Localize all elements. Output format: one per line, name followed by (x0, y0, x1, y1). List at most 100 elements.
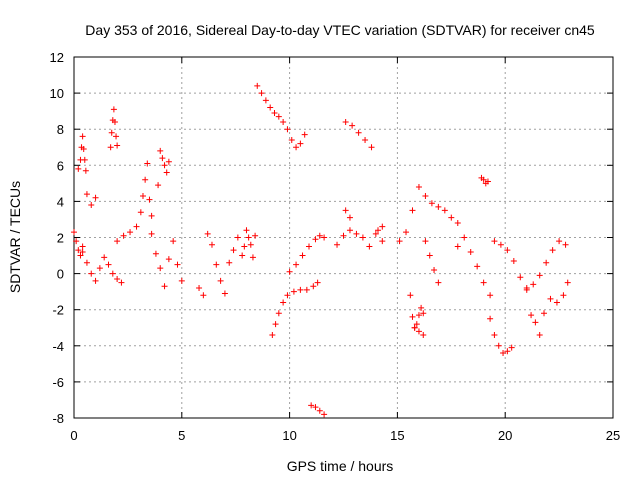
data-point (105, 261, 112, 268)
data-point (111, 118, 118, 125)
series-s20 (407, 292, 427, 331)
data-point (374, 227, 381, 234)
data-point (454, 243, 461, 250)
data-point (420, 331, 427, 338)
data-point (165, 256, 172, 263)
data-point (321, 234, 328, 241)
data-point (536, 272, 543, 279)
data-point (314, 279, 321, 286)
data-point (200, 292, 207, 299)
data-point (316, 232, 323, 239)
data-point (170, 238, 177, 245)
data-point (435, 203, 442, 210)
y-tick-label: 2 (57, 231, 64, 246)
y-tick-label: 0 (57, 267, 64, 282)
data-point (249, 254, 256, 261)
x-tick-label: 0 (70, 428, 77, 443)
series-s4 (83, 191, 99, 209)
series-s9 (155, 182, 162, 189)
y-tick-label: -4 (52, 339, 64, 354)
data-point (247, 241, 254, 248)
data-point (262, 97, 269, 104)
data-point (275, 310, 282, 317)
data-point (165, 158, 172, 165)
data-point (118, 279, 125, 286)
series-s22 (422, 238, 442, 286)
series-s25 (487, 315, 515, 357)
data-point (293, 261, 300, 268)
data-point (426, 252, 433, 259)
data-point (243, 227, 250, 234)
data-point (321, 411, 328, 418)
data-point (549, 247, 556, 254)
data-point (280, 299, 287, 306)
data-point (362, 137, 369, 144)
y-tick-label: -8 (52, 411, 64, 426)
data-point (420, 310, 427, 317)
data-point (415, 328, 422, 335)
series-s3 (79, 248, 125, 286)
data-point (418, 304, 425, 311)
x-tick-label: 20 (498, 428, 512, 443)
data-point (510, 257, 517, 264)
data-point (346, 214, 353, 221)
data-point (523, 286, 530, 293)
data-point (271, 109, 278, 116)
data-point (114, 142, 121, 149)
data-point (528, 312, 535, 319)
data-point (334, 241, 341, 248)
data-point (113, 133, 120, 140)
y-tick-label: -6 (52, 375, 64, 390)
data-point (245, 234, 252, 241)
data-point (349, 122, 356, 129)
data-point (413, 321, 420, 328)
y-tick-label: 6 (57, 158, 64, 173)
data-point (258, 90, 265, 97)
data-point (312, 404, 319, 411)
data-point (379, 223, 386, 230)
data-point (288, 137, 295, 144)
series-s15 (308, 402, 328, 418)
data-point (230, 247, 237, 254)
data-point (303, 286, 310, 293)
data-point (101, 254, 108, 261)
data-point (73, 238, 80, 245)
data-point (467, 248, 474, 255)
data-point (422, 238, 429, 245)
data-point (435, 279, 442, 286)
data-point (83, 259, 90, 266)
data-point (532, 319, 539, 326)
data-point (441, 207, 448, 214)
data-point (547, 295, 554, 302)
data-point (504, 348, 511, 355)
data-point (461, 234, 468, 241)
data-point (491, 331, 498, 338)
data-point (342, 118, 349, 125)
data-point (308, 402, 315, 409)
data-point (217, 277, 224, 284)
data-point (96, 265, 103, 272)
series-s6 (114, 160, 155, 245)
series-s24 (478, 174, 491, 187)
data-point (536, 331, 543, 338)
series-s5 (107, 106, 121, 151)
grid (74, 57, 613, 418)
data-point (204, 230, 211, 237)
data-point (284, 292, 291, 299)
data-point (155, 182, 162, 189)
data-point (301, 131, 308, 138)
data-point (284, 126, 291, 133)
data-point (448, 214, 455, 221)
series-s29 (374, 223, 386, 234)
data-point (174, 261, 181, 268)
data-point (454, 220, 461, 227)
data-point (564, 279, 571, 286)
data-point (340, 232, 347, 239)
series-s26 (491, 238, 530, 292)
data-point (75, 247, 82, 254)
data-point (286, 268, 293, 275)
data-point (316, 407, 323, 414)
x-tick-label: 25 (606, 428, 620, 443)
data-point (342, 207, 349, 214)
x-axis-label: GPS time / hours (287, 458, 394, 474)
